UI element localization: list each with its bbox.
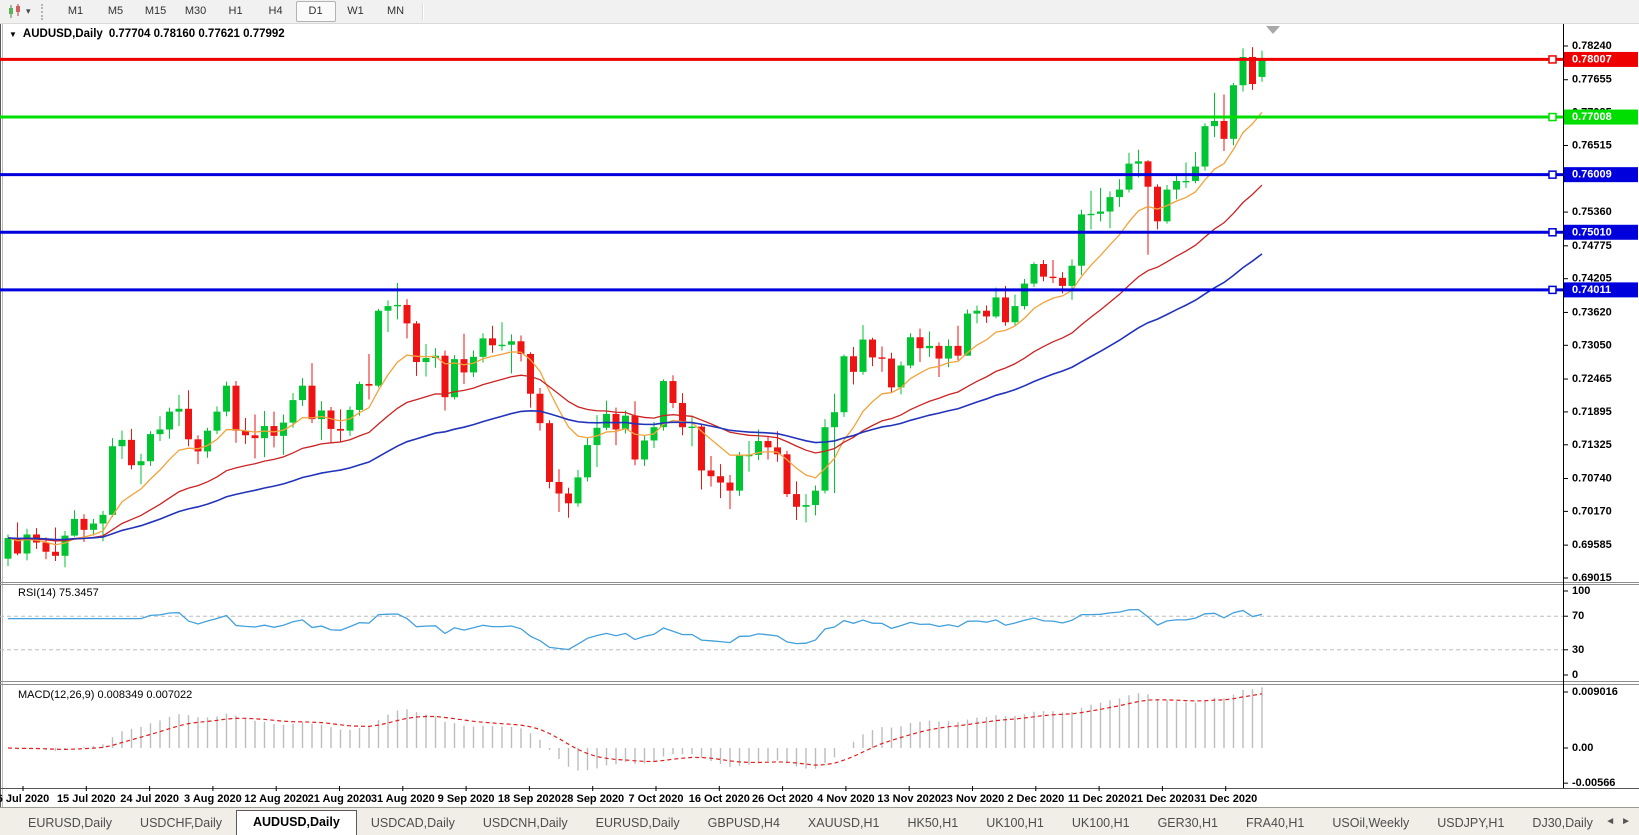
svg-text:0.72465: 0.72465 (1572, 373, 1612, 385)
tab-uk100-h1[interactable]: UK100,H1 (986, 816, 1044, 830)
timeframe-button-m1[interactable]: M1 (67, 5, 84, 17)
svg-text:0.78007: 0.78007 (1572, 53, 1612, 65)
toolbar: ▾ M1 M5 M15 M30 H1 H4 D1 W1 MN (0, 0, 1639, 24)
tab-hk50-h1[interactable]: HK50,H1 (907, 816, 959, 830)
timeframe-button-w1[interactable]: W1 (347, 5, 364, 17)
svg-text:7 Oct 2020: 7 Oct 2020 (628, 793, 683, 805)
svg-text:30: 30 (1572, 644, 1584, 656)
tab-eurusd-daily[interactable]: EURUSD,Daily (28, 816, 113, 830)
svg-text:0.73050: 0.73050 (1572, 339, 1612, 351)
svg-text:26 Oct 2020: 26 Oct 2020 (752, 793, 813, 805)
tab-gbpusd-h4[interactable]: GBPUSD,H4 (707, 816, 780, 830)
svg-text:13 Nov 2020: 13 Nov 2020 (877, 793, 941, 805)
svg-text:0.71895: 0.71895 (1572, 406, 1612, 418)
svg-text:0.73620: 0.73620 (1572, 306, 1612, 318)
svg-text:0.76009: 0.76009 (1572, 169, 1612, 181)
svg-text:4 Nov 2020: 4 Nov 2020 (817, 793, 874, 805)
svg-text:-0.00566: -0.00566 (1572, 777, 1615, 789)
timeframe-button-m30[interactable]: M30 (184, 5, 207, 17)
chart-tabs-bar: EURUSD,Daily USDCHF,Daily AUDUSD,Daily USDC… (0, 807, 1639, 835)
chart-title: ▼ AUDUSD,Daily 0.77704 0.78160 0.77621 0… (9, 28, 285, 40)
scroll-right-icon[interactable]: ► (1621, 816, 1631, 827)
svg-text:100: 100 (1572, 585, 1590, 597)
svg-text:0.74011: 0.74011 (1572, 284, 1611, 296)
svg-text:11 Dec 2020: 11 Dec 2020 (1068, 793, 1130, 805)
svg-text:31 Aug 2020: 31 Aug 2020 (371, 793, 435, 805)
timeframe-group: M1 M5 M15 M30 H1 H4 D1 W1 MN (56, 0, 416, 23)
chart-type-control[interactable]: ▾ (0, 0, 35, 23)
timeframe-button-h4[interactable]: H4 (268, 5, 283, 17)
tab-ger30-h1[interactable]: GER30,H1 (1157, 816, 1219, 830)
svg-text:0.00: 0.00 (1572, 742, 1593, 754)
svg-text:0.75360: 0.75360 (1572, 206, 1612, 218)
ohlc-values: 0.77704 0.78160 0.77621 0.77992 (108, 28, 285, 40)
timeframe-button-m15[interactable]: M15 (144, 5, 167, 17)
svg-text:0.77008: 0.77008 (1572, 111, 1612, 123)
svg-text:6 Jul 2020: 6 Jul 2020 (0, 793, 49, 805)
tab-audusd-daily[interactable]: AUDUSD,Daily (236, 810, 357, 835)
chevron-down-icon[interactable]: ▾ (26, 6, 31, 16)
symbol-period-label: AUDUSD,Daily (22, 28, 103, 40)
rsi-indicator-label: RSI(14) 75.3457 (18, 587, 99, 599)
candlestick-chart-icon[interactable] (6, 4, 24, 20)
expand-triangle-icon[interactable]: ▼ (9, 29, 17, 39)
svg-text:0.78240: 0.78240 (1572, 40, 1612, 52)
svg-text:21 Aug 2020: 21 Aug 2020 (308, 793, 372, 805)
svg-text:0.74775: 0.74775 (1572, 240, 1612, 252)
tab-dj30-daily[interactable]: DJ30,Daily (1532, 816, 1593, 830)
tab-usoil-weekly[interactable]: USOil,Weekly (1332, 816, 1410, 830)
svg-text:0.71325: 0.71325 (1572, 439, 1612, 451)
toolbar-separator (421, 3, 423, 20)
tab-eurusd-daily[interactable]: EURUSD,Daily (595, 816, 680, 830)
svg-text:0.75010: 0.75010 (1572, 226, 1612, 238)
tab-usdcad-daily[interactable]: USDCAD,Daily (370, 816, 455, 830)
svg-text:18 Sep 2020: 18 Sep 2020 (498, 793, 561, 805)
svg-text:0.77655: 0.77655 (1572, 74, 1612, 86)
svg-text:0.76515: 0.76515 (1572, 139, 1612, 151)
svg-text:0: 0 (1572, 669, 1578, 681)
scroll-left-icon[interactable]: ◄ (1605, 816, 1616, 827)
tab-usdjpy-h1[interactable]: USDJPY,H1 (1437, 816, 1505, 830)
svg-text:2 Dec 2020: 2 Dec 2020 (1007, 793, 1064, 805)
timeframe-button-mn[interactable]: MN (386, 5, 405, 17)
svg-text:31 Dec 2020: 31 Dec 2020 (1194, 793, 1257, 805)
svg-text:0.69585: 0.69585 (1572, 539, 1612, 551)
svg-text:0.70170: 0.70170 (1572, 505, 1612, 517)
svg-text:70: 70 (1572, 610, 1584, 622)
svg-text:0.70740: 0.70740 (1572, 473, 1612, 485)
macd-indicator-label: MACD(12,26,9) 0.008349 0.007022 (18, 689, 193, 701)
tab-fra40-h1[interactable]: FRA40,H1 (1246, 816, 1305, 830)
timeframe-button-d1[interactable]: D1 (295, 1, 336, 22)
svg-text:23 Nov 2020: 23 Nov 2020 (941, 793, 1005, 805)
svg-text:9 Sep 2020: 9 Sep 2020 (438, 793, 495, 805)
tab-uk100-h1[interactable]: UK100,H1 (1071, 816, 1130, 830)
svg-text:15 Jul 2020: 15 Jul 2020 (57, 793, 116, 805)
tab-xauusd-h1[interactable]: XAUUSD,H1 (807, 816, 880, 830)
tab-usdcnh-daily[interactable]: USDCNH,Daily (482, 816, 568, 830)
svg-text:21 Dec 2020: 21 Dec 2020 (1131, 793, 1194, 805)
chart-tabs: EURUSD,Daily USDCHF,Daily AUDUSD,Daily USDC… (0, 808, 1597, 835)
svg-text:12 Aug 2020: 12 Aug 2020 (244, 793, 308, 805)
timeframe-button-m5[interactable]: M5 (107, 5, 124, 17)
tab-scroll-controls: ◄ ► (1597, 808, 1639, 835)
timeframe-button-h1[interactable]: H1 (228, 5, 243, 17)
svg-text:0.69015: 0.69015 (1572, 572, 1612, 584)
toolbar-grip[interactable] (40, 3, 48, 20)
svg-text:0.74205: 0.74205 (1572, 273, 1612, 285)
svg-text:24 Jul 2020: 24 Jul 2020 (120, 793, 179, 805)
svg-text:0.009016: 0.009016 (1572, 686, 1618, 698)
svg-text:3 Aug 2020: 3 Aug 2020 (184, 793, 242, 805)
tab-usdchf-daily[interactable]: USDCHF,Daily (140, 816, 222, 830)
svg-text:16 Oct 2020: 16 Oct 2020 (689, 793, 750, 805)
svg-text:28 Sep 2020: 28 Sep 2020 (561, 793, 624, 805)
